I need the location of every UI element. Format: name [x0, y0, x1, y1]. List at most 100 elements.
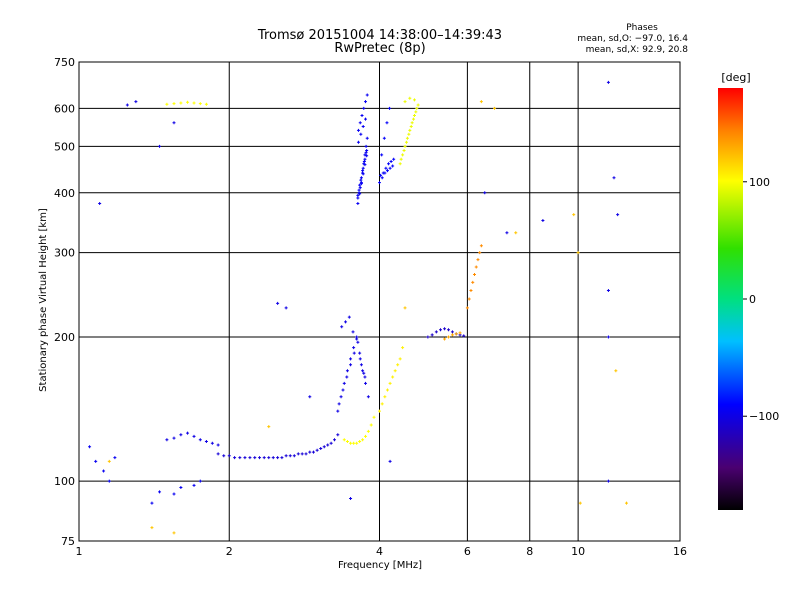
data-point	[358, 357, 362, 361]
data-point	[94, 459, 98, 463]
y-tick-label: 200	[54, 331, 75, 344]
data-point	[102, 469, 106, 473]
data-point	[349, 357, 353, 361]
data-point	[332, 438, 336, 442]
data-point	[467, 297, 471, 301]
data-point	[365, 93, 369, 97]
data-point	[308, 450, 312, 454]
data-point	[364, 151, 368, 155]
y-tick-label: 500	[54, 140, 75, 153]
data-point	[450, 333, 454, 337]
data-point	[88, 445, 92, 449]
data-point	[336, 409, 340, 413]
data-point	[267, 425, 271, 429]
y-tick-label: 600	[54, 102, 75, 115]
data-point	[336, 433, 340, 437]
data-point	[359, 178, 363, 182]
data-point	[359, 176, 363, 180]
data-point	[356, 340, 360, 344]
data-point	[216, 443, 220, 447]
data-point	[361, 172, 365, 176]
data-point	[572, 213, 576, 217]
data-point	[387, 162, 391, 166]
plot-frame	[78, 61, 681, 542]
data-point	[471, 280, 475, 284]
data-point	[204, 440, 208, 443]
data-point	[357, 188, 361, 192]
data-point	[364, 100, 368, 104]
data-point	[454, 332, 458, 336]
data-point	[378, 409, 381, 413]
y-tick-label: 100	[54, 475, 75, 488]
data-point	[493, 106, 497, 110]
data-point	[361, 438, 365, 442]
data-point	[606, 335, 610, 339]
data-point	[434, 330, 438, 334]
data-point	[365, 136, 369, 140]
data-point	[447, 335, 451, 339]
y-tick-label: 400	[54, 187, 75, 200]
data-point	[404, 140, 408, 144]
data-point	[359, 132, 363, 136]
data-point	[476, 258, 480, 262]
data-point	[383, 395, 387, 399]
data-point	[401, 153, 405, 157]
data-point	[465, 306, 469, 310]
data-point	[198, 438, 202, 442]
data-point	[363, 157, 367, 161]
data-point	[296, 452, 300, 456]
data-point	[414, 110, 418, 114]
data-point	[388, 381, 392, 385]
data-point	[366, 429, 370, 433]
data-point	[172, 121, 176, 125]
data-point	[288, 454, 292, 458]
data-point	[198, 102, 202, 106]
data-point	[447, 328, 451, 332]
data-point	[292, 454, 296, 458]
data-point	[450, 330, 454, 334]
stats-line-x: mean, sd,X: 92.9, 20.8	[586, 45, 689, 55]
data-point	[388, 106, 392, 110]
data-point	[392, 157, 396, 161]
data-point	[204, 102, 208, 106]
data-point	[356, 201, 360, 205]
data-point	[356, 140, 360, 144]
data-point	[179, 101, 183, 105]
data-point	[315, 448, 319, 452]
y-axis-label: Stationary phase Virtual Height [km]	[38, 208, 49, 392]
data-point	[483, 191, 487, 195]
data-point	[616, 213, 620, 217]
data-point	[409, 125, 413, 129]
data-point	[345, 440, 349, 443]
data-point	[399, 157, 403, 161]
x-axis-label: Frequency [MHz]	[338, 560, 422, 571]
data-point	[349, 363, 353, 367]
data-point	[280, 456, 284, 460]
data-point	[541, 219, 545, 223]
data-point	[344, 320, 348, 324]
data-point	[179, 485, 183, 489]
data-point	[210, 441, 214, 445]
colorbar-label: [deg]	[721, 71, 750, 84]
grid	[79, 62, 680, 541]
data-points	[88, 80, 628, 535]
data-point	[403, 100, 407, 104]
data-point	[349, 497, 353, 500]
data-point	[606, 289, 610, 293]
data-point	[479, 244, 483, 248]
data-point	[356, 196, 360, 200]
data-point	[388, 459, 392, 463]
data-point	[380, 176, 384, 180]
data-point	[276, 301, 280, 305]
stats-line-o: mean, sd,O: −97.0, 16.4	[577, 34, 688, 44]
x-tick-label: 1	[76, 545, 83, 558]
data-point	[408, 128, 412, 132]
colorbar-tick-label: −100	[749, 410, 779, 423]
data-point	[393, 369, 397, 373]
data-point	[362, 159, 366, 163]
data-point	[363, 153, 367, 157]
data-point	[472, 273, 476, 277]
data-point	[186, 431, 190, 435]
data-point	[361, 169, 365, 173]
data-point	[401, 346, 405, 350]
